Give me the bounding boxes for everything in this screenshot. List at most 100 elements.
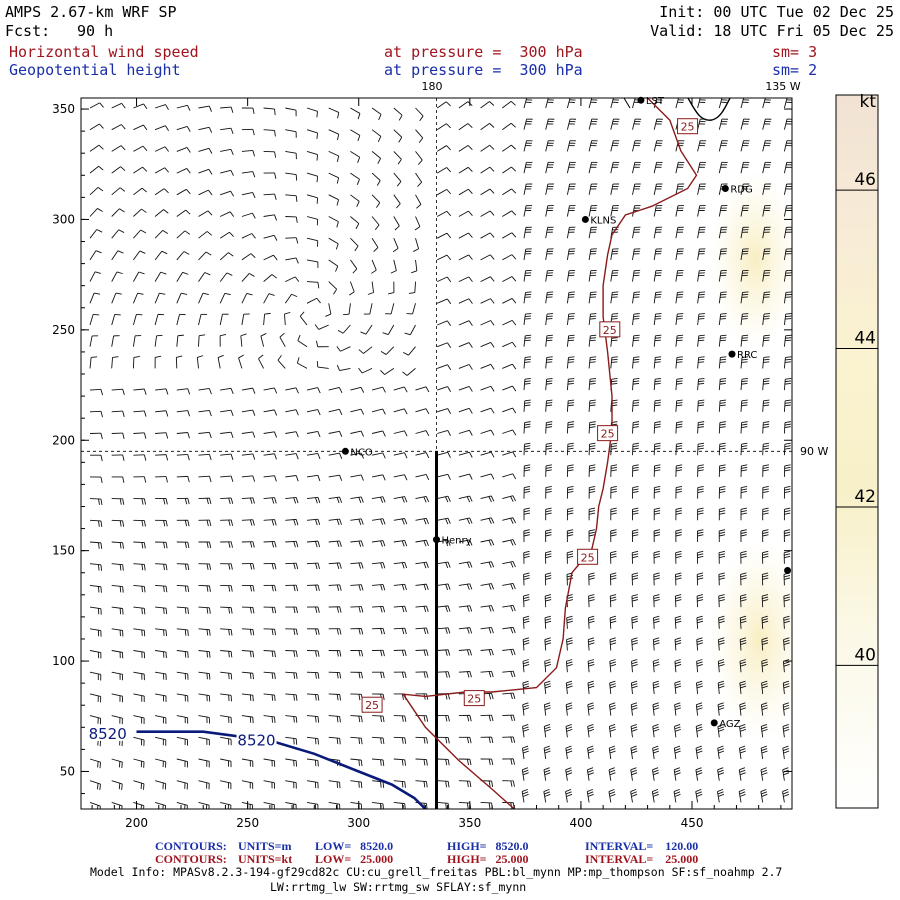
barb-staff [111, 715, 123, 719]
barb-staff [675, 422, 677, 434]
barb-staff [762, 118, 766, 130]
barb-flag [143, 432, 147, 439]
barb-staff [415, 216, 421, 227]
barb-staff [306, 671, 319, 674]
barb-flag [425, 474, 430, 481]
wind-barb [176, 188, 191, 196]
barb-flag [741, 469, 748, 472]
wind-barb [762, 529, 769, 543]
barb-staff [306, 297, 317, 304]
barb-staff [111, 166, 121, 174]
barb-flag [293, 628, 296, 635]
barb-flag [523, 555, 530, 559]
barb-flag [511, 232, 517, 238]
barb-flag [293, 650, 296, 657]
barb-staff [458, 583, 470, 586]
wind-barb [740, 98, 750, 109]
barb-staff [285, 107, 297, 111]
barb-flag [274, 541, 277, 548]
wind-barb [675, 334, 684, 347]
barb-flag [252, 431, 256, 438]
barb-staff [566, 639, 568, 651]
barb-staff [198, 409, 210, 413]
wind-barb [415, 758, 428, 766]
barb-staff [111, 693, 123, 697]
barb-flag [653, 594, 660, 597]
barb-flag [677, 334, 684, 337]
barb-staff [241, 212, 253, 217]
wind-barb [740, 399, 748, 412]
barb-flag [654, 382, 661, 385]
wind-barb [393, 627, 407, 635]
barb-staff [738, 791, 742, 803]
wind-barb [306, 606, 320, 613]
barb-flag [488, 583, 492, 590]
barb-flag [226, 272, 233, 276]
barb-flag [187, 607, 189, 614]
wind-barb [762, 248, 771, 260]
barb-flag [176, 355, 183, 358]
barb-flag [425, 562, 429, 568]
barb-flag [544, 772, 551, 776]
barb-staff [543, 726, 547, 738]
barb-flag [566, 599, 574, 602]
barb-flag [719, 469, 726, 472]
barb-flag [696, 661, 703, 665]
barb-flag [589, 404, 596, 407]
barb-flag [546, 377, 553, 380]
barb-staff [653, 617, 655, 629]
wind-barb [586, 788, 594, 803]
wind-barb [588, 226, 598, 239]
barb-staff [350, 780, 362, 783]
speed-contour-label-box [577, 548, 599, 565]
wind-barb [285, 409, 299, 416]
barb-staff [154, 125, 166, 131]
barb-staff [393, 583, 405, 586]
wind-barb [372, 562, 386, 569]
wind-barb [458, 473, 473, 480]
barb-flag [489, 188, 495, 194]
barb-flag [397, 159, 402, 165]
barb-flag [545, 594, 552, 597]
wind-barb [740, 486, 748, 499]
barb-flag [115, 292, 122, 295]
wind-barb [285, 540, 299, 548]
barb-staff [372, 496, 384, 500]
barb-staff [263, 431, 275, 434]
barb-staff [480, 583, 492, 586]
barb-flag [674, 745, 681, 749]
barb-staff [155, 736, 166, 741]
barb-flag [545, 596, 552, 600]
wind-barb [717, 767, 725, 781]
barb-flag [566, 661, 573, 665]
barb-flag [165, 564, 168, 571]
barb-flag [252, 497, 255, 504]
barb-flag [763, 382, 770, 385]
field1-smoothing: sm= 3 [772, 43, 818, 61]
barb-staff [198, 189, 209, 196]
barb-flag [382, 386, 386, 393]
barb-staff [458, 123, 469, 131]
barb-flag [99, 784, 101, 791]
barb-flag [445, 518, 449, 525]
barb-flag [674, 728, 681, 732]
wind-barb [350, 151, 361, 164]
wind-barb [697, 205, 706, 217]
barb-flag [137, 292, 144, 295]
wind-barb [458, 736, 472, 744]
wind-barb [306, 237, 319, 247]
barb-flag [632, 404, 639, 407]
barb-flag [609, 637, 616, 640]
barb-flag [589, 361, 596, 363]
barb-staff [133, 229, 142, 239]
wind-barb [220, 497, 234, 505]
wind-barb [588, 161, 598, 174]
wind-barb [697, 161, 706, 174]
barb-flag [229, 211, 235, 217]
barb-flag [740, 596, 747, 600]
barb-staff [89, 519, 102, 522]
barb-staff [350, 606, 362, 608]
barb-flag [293, 672, 296, 679]
barb-staff [415, 259, 418, 271]
barb-flag [783, 664, 790, 667]
